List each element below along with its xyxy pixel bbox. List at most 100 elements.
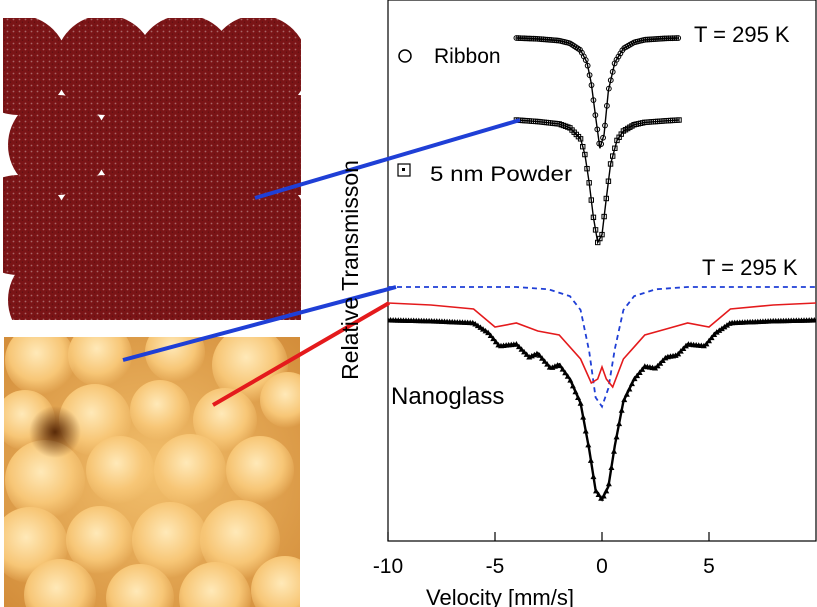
nanoglass-point-96	[631, 375, 638, 382]
ribbon-point-21	[553, 37, 560, 44]
y-axis-label: Relative Transmisson	[337, 160, 363, 380]
ribbon-point-80	[667, 35, 674, 42]
ribbon-point-46	[602, 122, 608, 129]
ribbon-point-75	[657, 35, 664, 42]
afm-grain-15	[132, 502, 208, 578]
nanoglass-point-76	[580, 414, 587, 420]
powder-point-31	[580, 143, 586, 150]
nanoglass-point-40	[487, 332, 494, 339]
nanoglass-point-124	[703, 340, 710, 347]
nanoglass-point-92	[621, 396, 628, 403]
nanoglass-point-69	[562, 369, 569, 376]
sphere-texture-3	[208, 18, 301, 115]
afm-grain-16	[200, 500, 280, 580]
ribbon-point-3	[519, 35, 526, 42]
powder-point-46	[612, 145, 618, 151]
ribbon-point-37	[584, 62, 591, 69]
sphere-texture-11	[208, 175, 301, 275]
sphere-texture-1	[55, 18, 155, 115]
nanoglass-point-130	[718, 325, 725, 332]
afm-grain-17	[24, 559, 96, 607]
ribbon-point-42	[594, 126, 601, 133]
ribbon-point-9	[530, 35, 537, 42]
nanoglass-point-52	[518, 346, 525, 352]
nanoglass-point-88	[610, 448, 617, 454]
nanoglass-point-59	[536, 352, 543, 358]
afm-grain-4	[260, 372, 300, 428]
ribbon-point-12	[536, 36, 543, 42]
afm-grain-20	[251, 556, 300, 607]
ribbon-point-79	[665, 35, 672, 42]
nanoglass-point-98	[636, 369, 643, 375]
afm-grain-0	[5, 337, 75, 395]
nanoglass-point-86	[605, 480, 612, 487]
ribbon-point-7	[526, 35, 533, 42]
ribbon-point-36	[582, 57, 589, 63]
nanoglass-point-77	[582, 428, 589, 434]
ribbon-point-68	[644, 36, 651, 43]
ribbon-point-0	[513, 35, 520, 41]
nanoglass-point-95	[628, 380, 635, 387]
sphere-texture-12	[8, 250, 108, 320]
afm-grain-19	[179, 562, 251, 607]
afm-grain-12	[226, 436, 294, 504]
powder-point-42	[603, 195, 609, 202]
ribbon-point-13	[538, 36, 545, 43]
nanoglass-point-75	[577, 400, 584, 406]
afm-grain-8	[193, 388, 257, 452]
ribbon-point-15	[542, 36, 549, 43]
nanoglass-point-166	[811, 317, 816, 323]
legend-square-icon	[397, 163, 411, 177]
nanoglass-point-73	[572, 388, 579, 395]
ribbon-point-73	[654, 36, 660, 42]
sphere-texture-8	[3, 175, 68, 275]
ribbon-point-48	[605, 85, 612, 92]
ribbon-point-19	[550, 37, 556, 44]
nanoglass-point-132	[723, 322, 730, 328]
nanoglass-point-68	[559, 366, 566, 372]
connector-line-red	[211, 301, 391, 407]
powder-point-45	[610, 153, 616, 159]
nanoglass-point-97	[634, 372, 641, 379]
powder-point-35	[588, 197, 594, 203]
ribbon-point-2	[517, 35, 524, 42]
sphere-texture-4	[8, 95, 108, 195]
x-tick-label-0: -10	[373, 555, 403, 578]
ribbon-point-72	[652, 36, 658, 42]
nanoglass-point-94	[626, 385, 633, 392]
nanoglass-point-78	[585, 441, 592, 448]
legend-square-center-icon	[402, 168, 405, 171]
series-red-fit	[388, 302, 816, 389]
ribbon-point-49	[607, 77, 614, 84]
nanoglass-point-70	[564, 373, 571, 379]
x-tick-label-2: 0	[596, 555, 608, 578]
nanoglass-point-74	[575, 394, 582, 400]
ribbon-point-71	[650, 36, 657, 43]
powder-point-37	[592, 227, 599, 233]
ribbon-point-78	[663, 35, 670, 42]
nanoglass-point-129	[716, 327, 723, 333]
nanoglass-point-41	[490, 335, 497, 342]
nanoglass-point-116	[682, 342, 689, 349]
ribbon-point-70	[648, 36, 655, 43]
legend-powder-label: 5 nm Powder	[430, 163, 572, 186]
ribbon-point-4	[521, 35, 528, 42]
nanoglass-point-50	[513, 341, 520, 347]
ribbon-point-83	[673, 35, 680, 41]
ribbon-point-45	[600, 134, 606, 141]
x-axis-label: Velocity [mm/s]	[426, 585, 574, 607]
nanoglass-point-71	[567, 377, 574, 383]
ribbon-point-47	[604, 102, 610, 109]
nanoglass-point-61	[541, 358, 548, 364]
ribbon-point-67	[642, 36, 649, 43]
nanoglass-point-60	[539, 355, 546, 361]
sphere-texture-13	[95, 250, 195, 320]
nanoglass-point-131	[721, 323, 728, 330]
nanoglass-point-99	[639, 366, 646, 372]
sphere-texture-15	[248, 250, 301, 320]
nanoglass-point-80	[590, 473, 597, 480]
ribbon-point-10	[532, 35, 539, 42]
nanoglass-point-53	[521, 348, 528, 355]
nanoglass-point-81	[593, 487, 600, 494]
